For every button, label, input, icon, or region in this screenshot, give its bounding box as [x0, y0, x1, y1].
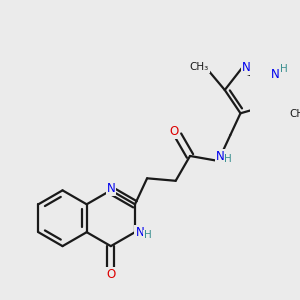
Text: CH₃: CH₃	[190, 62, 209, 72]
Text: N: N	[135, 226, 144, 239]
Text: H: H	[280, 64, 287, 74]
Text: N: N	[242, 61, 250, 74]
Text: O: O	[106, 268, 116, 281]
Text: N: N	[271, 68, 280, 81]
Text: O: O	[169, 125, 179, 138]
Text: N: N	[216, 150, 225, 163]
Text: H: H	[224, 154, 232, 164]
Text: CH₃: CH₃	[290, 109, 300, 118]
Text: H: H	[144, 230, 152, 240]
Text: N: N	[106, 182, 115, 195]
